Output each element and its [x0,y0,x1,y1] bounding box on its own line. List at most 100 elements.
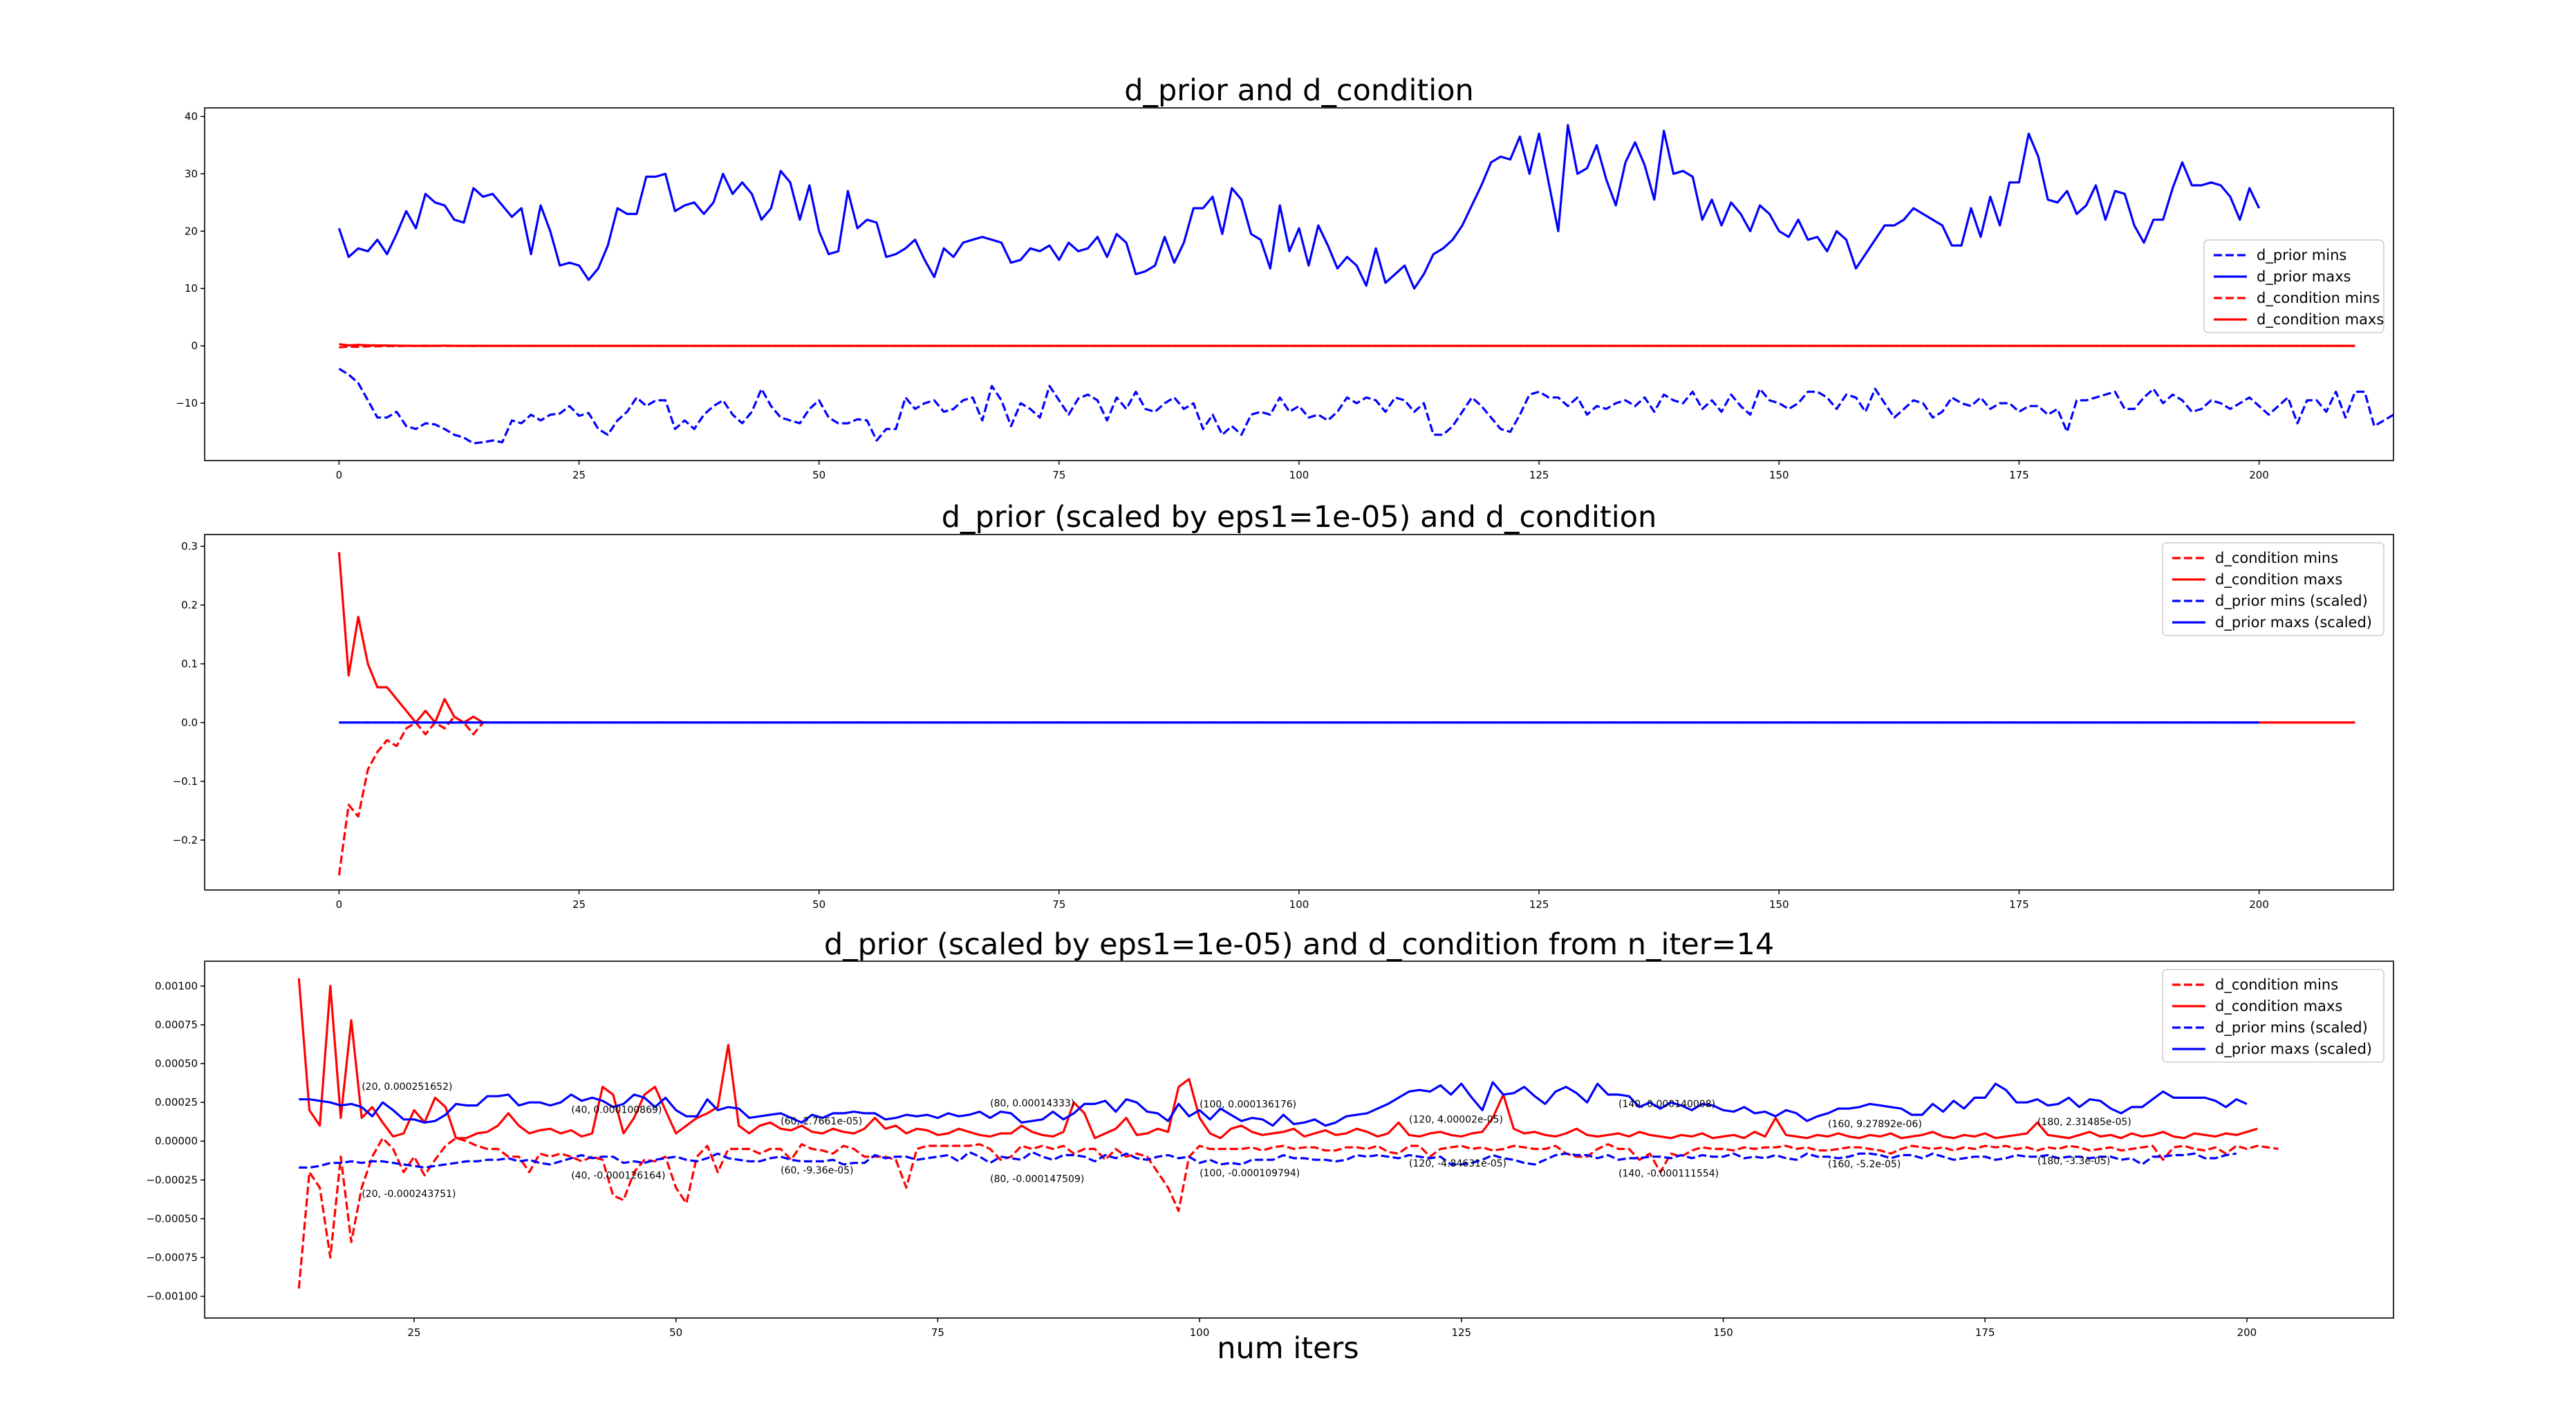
annotation-3: (40, 0.000100869) [571,1105,662,1116]
panel-title: d_prior (scaled by eps1=1e-05) and d_con… [942,500,1657,535]
y-tick-label: −0.00100 [146,1290,198,1303]
y-tick-label: 0.00075 [155,1019,198,1031]
annotation-1: (20, 0.000251652) [362,1082,452,1093]
series-line-2 [337,552,2355,724]
y-tick-label: 0.00025 [155,1096,198,1108]
annotation-2: (20, -0.000243751) [362,1189,456,1200]
annotation-9: (100, 0.000136176) [1200,1100,1296,1111]
x-tick-label: 100 [1190,1326,1210,1339]
annotation-13: (140, 0.000140008) [1618,1099,1715,1110]
panel-2: d_prior (scaled by eps1=1e-05) and d_con… [173,500,2394,911]
x-tick-label: 175 [2009,469,2029,481]
legend-label: d_condition mins [2215,550,2338,567]
annotation-17: (180, 2.31485e-05) [2037,1117,2131,1128]
y-tick-label: 20 [185,225,198,237]
legend-box [2162,542,2384,636]
legend-label: d_condition maxs [2215,571,2342,588]
series-line-2 [337,124,2261,290]
x-tick-label: 200 [2237,1326,2257,1339]
legend-label: d_prior maxs (scaled) [2215,614,2372,631]
series-line-2 [297,978,2258,1140]
y-tick-label: −0.00050 [146,1212,198,1225]
y-tick-label: 10 [185,282,198,295]
annotation-18: (180, -3.3e-05) [2037,1156,2110,1167]
x-tick-label: 50 [812,898,825,911]
panel-title: d_prior (scaled by eps1=1e-05) and d_con… [824,927,1774,962]
series-group [337,124,2393,445]
y-tick-label: 0.1 [181,658,198,670]
legend-box [2203,239,2384,333]
legend: d_prior mins d_prior maxs d_condition mins… [2203,239,2384,333]
annotation-10: (100, -0.000109794) [1200,1168,1300,1179]
y-tick-label: 30 [185,167,198,180]
annotation-15: (160, 9.27892e-06) [1828,1119,1922,1130]
annotation-6: (60, -9.36e-05) [781,1165,853,1176]
legend-label: d_prior mins (scaled) [2215,593,2368,610]
legend-label: d_prior maxs (scaled) [2215,1041,2372,1058]
x-tick-label: 75 [1052,469,1065,481]
x-tick-label: 100 [1289,469,1309,481]
series-line-4 [339,343,2355,347]
y-tick-label: 0.00050 [155,1057,198,1070]
legend-label: d_condition mins [2257,290,2380,307]
y-tick-label: 0 [191,340,198,352]
annotation-5: (60, 2.7661e-05) [781,1116,862,1127]
x-tick-label: 150 [1769,898,1789,911]
legend-label: d_condition mins [2215,976,2338,994]
series-line-1 [337,715,2355,876]
x-tick-label: 175 [2009,898,2029,911]
annotation-14: (140, -0.000111554) [1618,1168,1719,1179]
y-tick-label: −0.2 [173,834,198,846]
legend-label: d_prior mins [2257,247,2346,264]
panel-title: d_prior and d_condition [1124,73,1474,108]
x-tick-label: 125 [1529,898,1549,911]
series-group [297,978,2279,1289]
y-tick-label: 0.00100 [155,980,198,992]
annotation-8: (80, -0.000147509) [990,1174,1084,1185]
x-tick-label: 200 [2249,898,2269,911]
series-line-1 [338,367,2393,445]
annotation-7: (80, 0.00014333) [990,1098,1074,1109]
legend-label: d_condition maxs [2257,311,2384,328]
y-tick-label: 0.0 [181,716,198,729]
x-tick-label: 0 [336,898,343,911]
x-tick-label: 100 [1289,898,1309,911]
x-tick-label: 0 [336,469,343,481]
x-tick-label: 175 [1975,1326,1995,1339]
x-tick-label: 75 [931,1326,944,1339]
x-tick-label: 75 [1052,898,1065,911]
series-group [337,552,2355,876]
legend-box [2162,969,2384,1063]
x-axis-label: num iters [1217,1331,1359,1366]
annotation-12: (120, -4.84631e-05) [1409,1158,1506,1169]
x-tick-label: 150 [1713,1326,1733,1339]
plot-frame [204,534,2394,891]
y-tick-label: −0.00075 [146,1252,198,1264]
series-line-1 [297,1137,2279,1289]
series-line-4 [299,1081,2248,1127]
y-tick-label: 0.3 [181,540,198,553]
y-tick-label: −0.1 [173,775,198,788]
x-tick-label: 25 [572,898,586,911]
annotation-16: (160, -5.2e-05) [1828,1159,1901,1170]
annotation-11: (120, 4.00002e-05) [1409,1114,1503,1125]
series-line-3 [299,1151,2237,1169]
annotation-4: (40, -0.000126164) [571,1171,665,1182]
x-tick-label: 150 [1769,469,1789,481]
plot-frame [204,961,2394,1319]
x-tick-label: 200 [2249,469,2269,481]
x-tick-label: 125 [1451,1326,1471,1339]
x-tick-label: 50 [812,469,825,481]
legend: d_condition mins d_condition maxs d_prior … [2162,969,2384,1063]
x-tick-label: 50 [669,1326,682,1339]
legend: d_condition mins d_condition maxs d_prior … [2162,542,2384,636]
y-tick-label: 0.00000 [155,1135,198,1147]
y-tick-label: −0.00025 [146,1174,198,1186]
x-tick-label: 25 [572,469,586,481]
legend-label: d_prior mins (scaled) [2215,1019,2368,1037]
legend-label: d_prior maxs [2257,268,2351,286]
y-tick-label: −10 [176,397,198,409]
panel-3: d_prior (scaled by eps1=1e-05) and d_con… [146,927,2394,1339]
